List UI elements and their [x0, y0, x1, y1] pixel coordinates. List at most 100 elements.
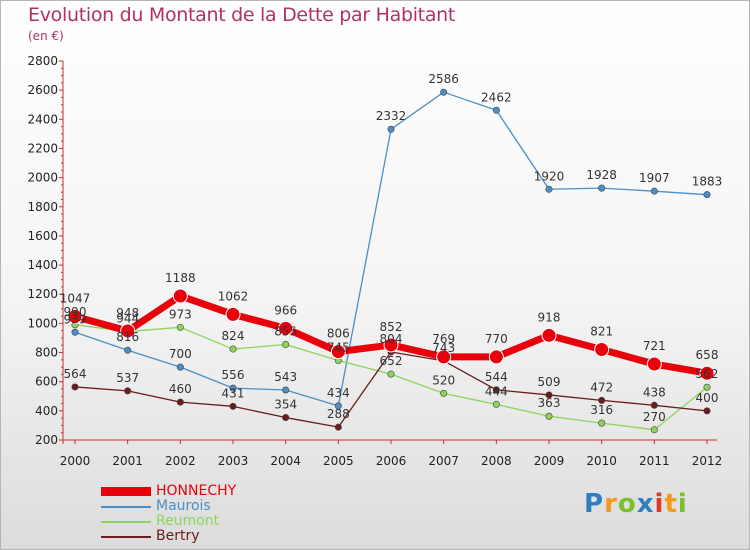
data-point-reumont [492, 400, 500, 408]
data-label-maurois: 2586 [428, 72, 459, 86]
data-label-maurois: 700 [169, 347, 192, 361]
y-tick-label: 1800 [27, 200, 58, 214]
chart-title: Evolution du Montant de la Dette par Hab… [28, 4, 456, 26]
y-tick-label: 2800 [27, 54, 58, 68]
y-tick-label: 400 [35, 404, 58, 418]
data-label-bertry: 288 [327, 407, 350, 421]
data-point-maurois [387, 125, 395, 133]
x-tick-label: 2002 [165, 454, 196, 468]
data-label-bertry: 537 [116, 371, 139, 385]
data-point-honnechy [436, 349, 452, 365]
x-tick-label: 2011 [639, 454, 670, 468]
legend-label-bertry: Bertry [156, 528, 200, 544]
legend-swatch-bertry [101, 536, 151, 538]
data-label-honnechy: 852 [380, 320, 403, 334]
data-point-maurois [334, 402, 342, 410]
x-tick-label: 2006 [376, 454, 407, 468]
data-label-maurois: 434 [327, 386, 350, 400]
data-point-bertry [598, 396, 606, 404]
legend-swatch-honnechy [101, 487, 151, 496]
data-label-honnechy: 658 [696, 348, 719, 362]
data-label-reumont: 444 [485, 384, 508, 398]
data-label-reumont: 990 [64, 305, 87, 319]
data-point-bertry [492, 386, 500, 394]
y-tick-label: 2600 [27, 83, 58, 97]
data-label-reumont: 520 [432, 373, 455, 387]
data-point-reumont [545, 412, 553, 420]
data-point-bertry [282, 414, 290, 422]
data-point-honnechy [646, 356, 662, 372]
data-point-honnechy [594, 341, 610, 357]
data-point-honnechy [278, 320, 294, 336]
data-label-bertry: 460 [169, 382, 192, 396]
data-point-bertry [650, 401, 658, 409]
data-label-reumont: 316 [590, 403, 613, 417]
data-label-maurois: 556 [222, 368, 245, 382]
data-label-maurois: 1907 [639, 171, 670, 185]
legend-label-maurois: Maurois [156, 498, 211, 514]
data-point-honnechy [225, 306, 241, 322]
data-label-bertry: 509 [538, 375, 561, 389]
data-point-reumont [387, 370, 395, 378]
x-tick-label: 2009 [534, 454, 565, 468]
data-label-honnechy: 918 [538, 310, 561, 324]
data-point-reumont [229, 345, 237, 353]
logo-letter: t [664, 489, 678, 519]
data-point-reumont [703, 383, 711, 391]
data-point-maurois [440, 88, 448, 96]
data-point-reumont [440, 389, 448, 397]
data-point-maurois [71, 328, 79, 336]
legend-swatch-maurois [101, 506, 151, 508]
logo-letter: i [654, 489, 665, 519]
data-label-bertry: 804 [380, 332, 403, 346]
y-tick-label: 600 [35, 375, 58, 389]
data-label-reumont: 562 [696, 367, 719, 381]
y-tick-label: 1600 [27, 229, 58, 243]
y-tick-label: 1000 [27, 316, 58, 330]
data-point-reumont [282, 341, 290, 349]
data-point-maurois [703, 191, 711, 199]
x-tick-label: 2007 [428, 454, 459, 468]
data-label-maurois: 2332 [376, 109, 407, 123]
data-point-honnechy [699, 365, 715, 381]
data-label-bertry: 400 [696, 391, 719, 405]
x-tick-label: 2003 [218, 454, 249, 468]
data-point-reumont [598, 419, 606, 427]
data-point-honnechy [488, 349, 504, 365]
data-label-maurois: 1920 [534, 169, 565, 183]
unit-label: (en €) [28, 29, 64, 43]
data-label-maurois: 816 [116, 330, 139, 344]
data-label-bertry: 743 [432, 341, 455, 355]
data-point-maurois [650, 187, 658, 195]
x-tick-label: 2012 [692, 454, 723, 468]
legend-label-honnechy: HONNECHY [156, 483, 237, 499]
data-label-honnechy: 1062 [218, 289, 249, 303]
legend-swatch-reumont [101, 521, 151, 523]
logo-letter: r [604, 489, 618, 519]
legend-label-reumont: Reumont [156, 513, 220, 529]
proxiti-logo: Proxiti [584, 489, 688, 519]
data-point-maurois [545, 185, 553, 193]
y-tick-label: 1400 [27, 258, 58, 272]
logo-letter: o [617, 489, 637, 519]
data-label-honnechy: 1047 [60, 292, 91, 306]
data-label-reumont: 855 [274, 325, 297, 339]
data-label-reumont: 745 [327, 341, 350, 355]
y-tick-label: 2200 [27, 141, 58, 155]
logo-letter: P [584, 489, 605, 519]
data-label-honnechy: 769 [432, 332, 455, 346]
data-label-honnechy: 721 [643, 339, 666, 353]
data-point-maurois [176, 363, 184, 371]
data-label-maurois: 1883 [692, 175, 723, 189]
data-point-maurois [282, 386, 290, 394]
data-point-honnechy [383, 337, 399, 353]
y-tick-label: 1200 [27, 287, 58, 301]
data-point-bertry [229, 402, 237, 410]
data-point-bertry [334, 423, 342, 431]
logo-letter: x [636, 489, 655, 519]
data-point-bertry [124, 387, 132, 395]
data-label-reumont: 973 [169, 307, 192, 321]
data-label-reumont: 363 [538, 396, 561, 410]
